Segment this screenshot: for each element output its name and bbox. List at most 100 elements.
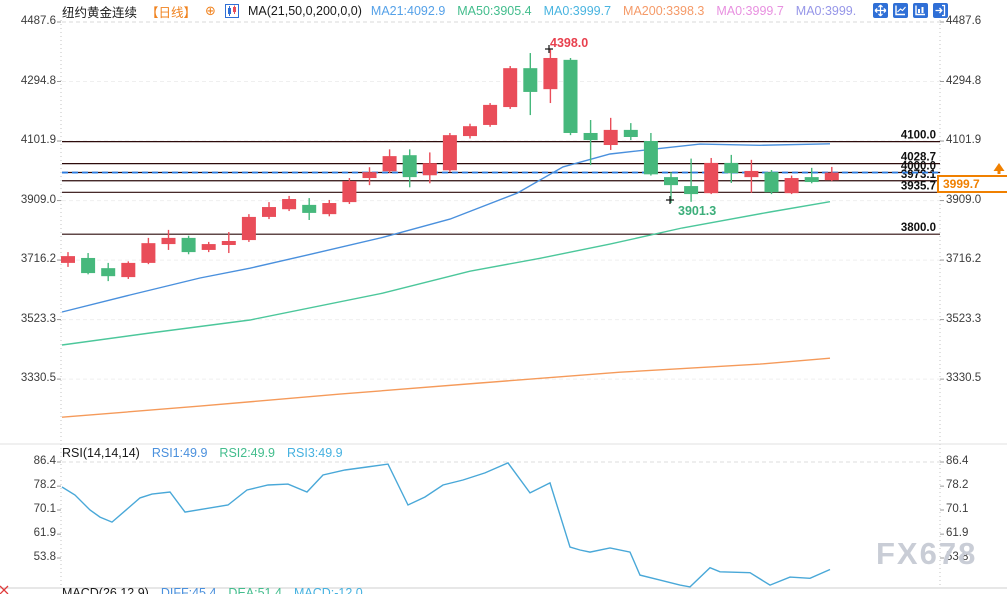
axis-tick-label: 86.4 <box>946 455 969 467</box>
candlestick[interactable] <box>503 66 518 109</box>
chart-toolbar <box>873 3 948 18</box>
candlestick[interactable] <box>161 229 176 250</box>
ma-settings-label: MA(21,50,0,200,0,0) <box>247 4 362 18</box>
axis-tick-label: 4294.8 <box>946 74 982 87</box>
bottom-indicator-value: DIFF:45.4 <box>160 586 217 594</box>
candlestick[interactable] <box>322 199 337 217</box>
bottom-indicator-value: MACD:-12.0 <box>293 586 363 594</box>
ma-value: MA21:4092.9 <box>370 4 446 18</box>
rsi-settings-label: RSI(14,14,14) <box>62 446 140 460</box>
candlestick[interactable] <box>302 198 317 221</box>
axis-tick-label: 3716.2 <box>946 253 982 266</box>
rsi-value: RSI1:49.9 <box>151 446 208 460</box>
candlestick[interactable] <box>724 154 739 183</box>
ma-value: MA0:3999.7 <box>716 4 784 18</box>
bottom-indicator-row: MACD(26,12,9) DIFF:45.4 DEA:51.4 MACD:-12.… <box>62 586 363 594</box>
axis-tick-label: 70.1 <box>33 503 56 515</box>
ma-value: MA200:3398.3 <box>623 4 705 18</box>
axis-tick-label: 53.8 <box>946 551 969 563</box>
pan-move-icon[interactable] <box>873 3 888 18</box>
candlestick[interactable] <box>704 157 719 195</box>
candlestick[interactable] <box>201 241 216 253</box>
candlestick[interactable] <box>422 152 437 184</box>
candlestick[interactable] <box>282 195 297 212</box>
candlestick[interactable] <box>262 202 276 220</box>
rsi-value: RSI2:49.9 <box>219 446 276 460</box>
price-annotation-low: 3901.3 <box>678 204 716 218</box>
candlestick[interactable] <box>362 167 377 186</box>
candlestick[interactable] <box>523 53 538 116</box>
candlestick[interactable] <box>241 214 256 242</box>
sr-label: 3973.1 <box>901 169 937 181</box>
sr-label: 3800.0 <box>901 222 936 234</box>
candlestick[interactable] <box>563 57 578 136</box>
candlestick[interactable] <box>583 120 598 166</box>
candlestick[interactable] <box>603 117 618 150</box>
candlestick[interactable] <box>824 166 839 182</box>
ma-line-ma50 <box>61 201 831 346</box>
rsi-header: RSI(14,14,14) RSI1:49.9 RSI2:49.9 RSI3:49.… <box>62 446 343 460</box>
axis-tick-label: 4294.8 <box>20 74 56 87</box>
axis-tick-label: 61.9 <box>33 527 56 540</box>
candlestick[interactable] <box>382 149 397 174</box>
axis-tick-label: 4487.6 <box>946 15 982 27</box>
candlestick[interactable] <box>643 132 658 176</box>
rsi-value: RSI3:49.9 <box>287 446 343 460</box>
watermark-logo: FX678 <box>876 536 978 571</box>
period-label: 【日线】 <box>146 5 197 20</box>
axis-tick-label: 3330.5 <box>20 372 56 385</box>
cursor-mark-icon <box>0 585 9 594</box>
axis-scale-icon[interactable] <box>893 3 908 18</box>
axis-tick-label: 3523.3 <box>946 312 982 325</box>
add-indicator-icon[interactable]: ⊕ <box>205 3 216 18</box>
candlestick[interactable] <box>684 158 699 202</box>
candlestick[interactable] <box>664 172 678 203</box>
candlestick[interactable] <box>442 132 457 173</box>
candlestick[interactable] <box>61 252 75 267</box>
axis-lock-icon[interactable] <box>913 3 928 18</box>
sr-label: 4000.0 <box>901 160 936 172</box>
sr-label: 3935.7 <box>901 180 936 192</box>
candlestick[interactable] <box>483 103 498 127</box>
candlestick[interactable] <box>141 237 156 265</box>
axis-tick-label: 3716.2 <box>20 253 56 266</box>
exit-chart-icon[interactable] <box>933 3 948 18</box>
candlestick[interactable] <box>101 262 116 282</box>
axis-tick-label: 4487.6 <box>20 15 56 27</box>
candlestick[interactable] <box>81 253 96 275</box>
candlestick[interactable] <box>463 123 477 139</box>
candlestick[interactable] <box>342 178 357 204</box>
ma-line-ma21 <box>61 143 831 313</box>
candlestick[interactable] <box>121 261 136 279</box>
axis-tick-label: 61.9 <box>946 527 969 540</box>
bottom-indicator-value: DEA:51.4 <box>228 586 282 594</box>
candlestick[interactable] <box>543 49 558 104</box>
candlestick[interactable] <box>764 170 779 195</box>
candlestick[interactable] <box>402 149 417 188</box>
rsi-values-row: RSI1:49.9 RSI2:49.9 RSI3:49.9 <box>152 446 343 460</box>
candlestick[interactable] <box>623 123 638 141</box>
axis-tick-label: 4101.9 <box>20 134 56 147</box>
ma-value: MA0:3999.7 <box>543 4 612 18</box>
bottom-indicator-values: DIFF:45.4 DEA:51.4 MACD:-12.0 <box>161 586 363 594</box>
price-up-arrow-icon <box>993 163 1005 174</box>
ma-values-row: MA21:4092.9 MA50:3905.4 MA0:3999.7 MA200:33… <box>371 4 856 18</box>
axis-tick-label: 86.4 <box>33 455 56 467</box>
bottom-indicator-settings: MACD(26,12,9) <box>62 586 149 594</box>
candlestick[interactable] <box>221 232 236 254</box>
axis-tick-label: 78.2 <box>946 479 969 492</box>
candlestick[interactable] <box>181 235 196 255</box>
main-chart-header: 纽约黄金连续 【日线】 ⊕ MA(21,50,0,200,0,0) MA21:4… <box>62 2 856 20</box>
candlestick[interactable] <box>744 159 759 193</box>
axis-tick-label: 3330.5 <box>946 372 982 385</box>
candlestick[interactable] <box>784 175 799 195</box>
instrument-title: 纽约黄金连续 <box>62 5 138 20</box>
candlestick[interactable] <box>804 167 819 184</box>
ma-value: MA50:3905.4 <box>457 4 532 18</box>
rsi-line <box>61 462 831 588</box>
axis-tick-label: 53.8 <box>33 551 56 563</box>
axis-tick-label: 70.1 <box>946 503 969 515</box>
